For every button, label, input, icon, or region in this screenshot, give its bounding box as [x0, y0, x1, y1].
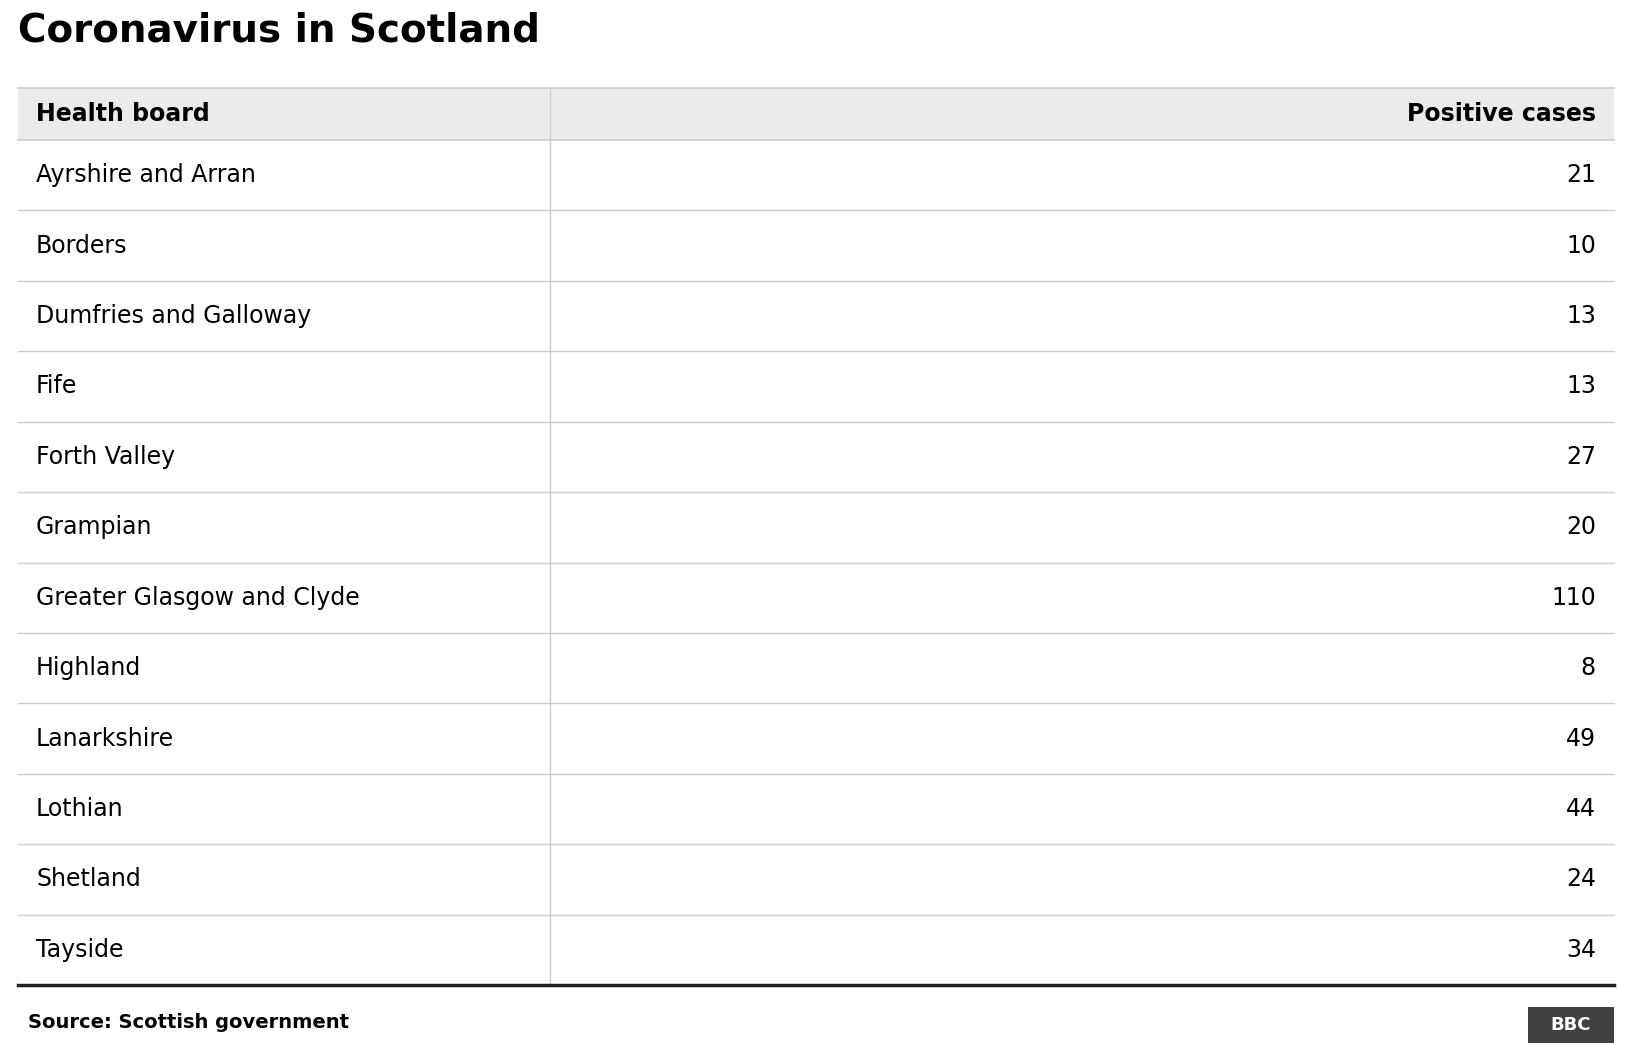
- Text: 44: 44: [1567, 797, 1596, 821]
- Text: 110: 110: [1552, 586, 1596, 609]
- Text: Highland: Highland: [36, 656, 142, 680]
- Text: 34: 34: [1567, 937, 1596, 962]
- Text: 24: 24: [1567, 868, 1596, 892]
- Bar: [18, 280, 1614, 351]
- Text: BBC: BBC: [1550, 1016, 1591, 1034]
- Bar: [18, 563, 1614, 633]
- Text: Coronavirus in Scotland: Coronavirus in Scotland: [18, 12, 540, 50]
- Bar: [18, 704, 1614, 773]
- Bar: [18, 351, 1614, 422]
- Text: 49: 49: [1567, 727, 1596, 750]
- Text: Positive cases: Positive cases: [1407, 102, 1596, 126]
- Bar: [18, 140, 1614, 211]
- Text: 21: 21: [1567, 163, 1596, 187]
- Text: Grampian: Grampian: [36, 515, 152, 540]
- Bar: [1528, 1007, 1614, 1043]
- Text: 8: 8: [1581, 656, 1596, 680]
- Text: Ayrshire and Arran: Ayrshire and Arran: [36, 163, 256, 187]
- Text: Source: Scottish government: Source: Scottish government: [28, 1013, 349, 1032]
- Bar: [18, 492, 1614, 563]
- Text: 13: 13: [1567, 375, 1596, 399]
- Bar: [18, 211, 1614, 280]
- Text: Shetland: Shetland: [36, 868, 140, 892]
- Text: Forth Valley: Forth Valley: [36, 444, 175, 469]
- Bar: [18, 422, 1614, 492]
- Text: Borders: Borders: [36, 234, 127, 258]
- Text: 13: 13: [1567, 304, 1596, 328]
- Text: 27: 27: [1567, 444, 1596, 469]
- Text: Fife: Fife: [36, 375, 77, 399]
- Text: Tayside: Tayside: [36, 937, 124, 962]
- Bar: [18, 88, 1614, 140]
- Text: Lothian: Lothian: [36, 797, 124, 821]
- Text: Dumfries and Galloway: Dumfries and Galloway: [36, 304, 312, 328]
- Text: Lanarkshire: Lanarkshire: [36, 727, 175, 750]
- Bar: [18, 773, 1614, 844]
- Text: 20: 20: [1567, 515, 1596, 540]
- Bar: [18, 633, 1614, 704]
- Bar: [18, 914, 1614, 985]
- Text: Greater Glasgow and Clyde: Greater Glasgow and Clyde: [36, 586, 359, 609]
- Text: 10: 10: [1567, 234, 1596, 258]
- Bar: [18, 844, 1614, 914]
- Text: Health board: Health board: [36, 102, 211, 126]
